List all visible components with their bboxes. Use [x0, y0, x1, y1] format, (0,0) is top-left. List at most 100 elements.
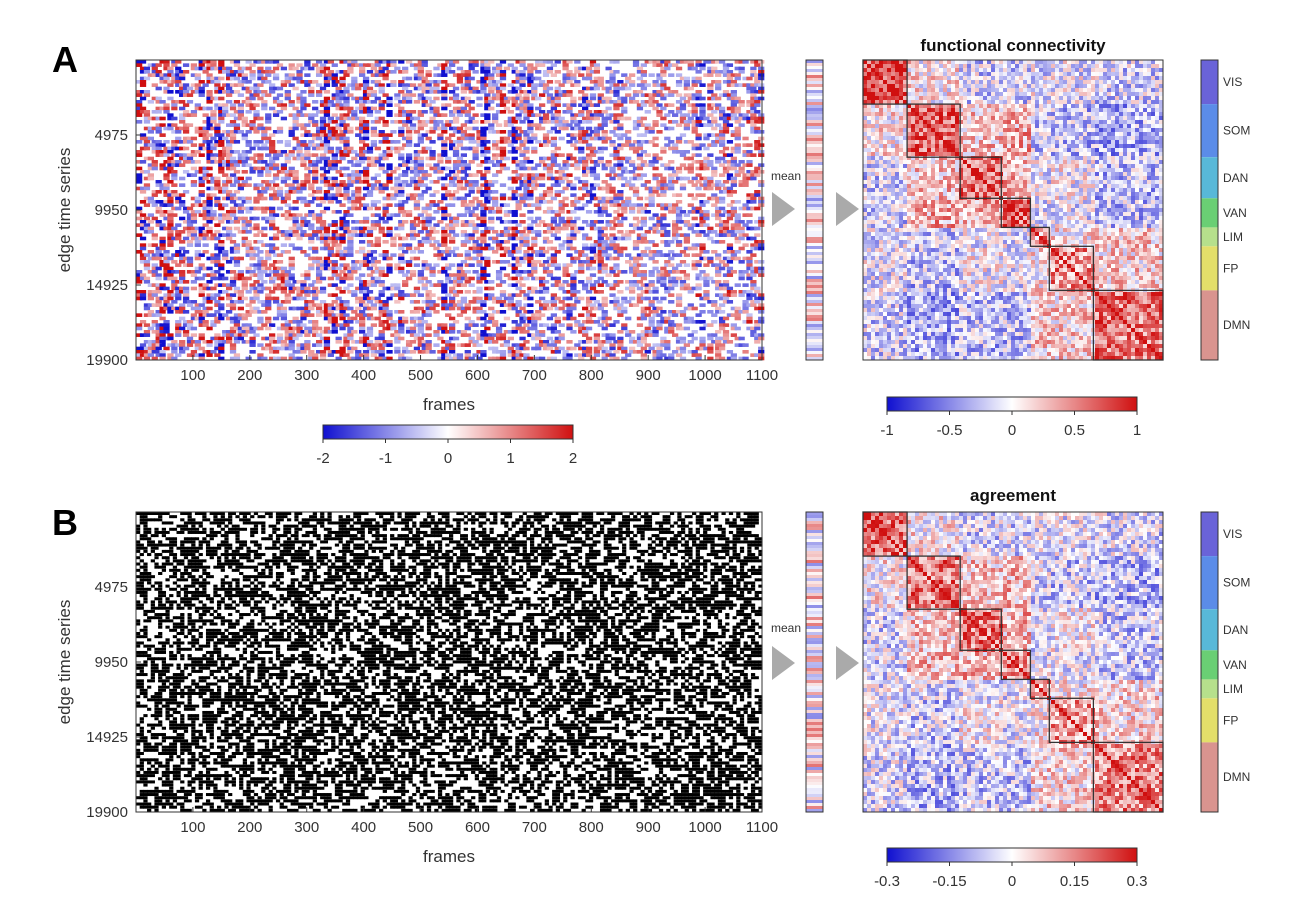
heatmap-cell — [695, 233, 702, 237]
heatmap-cell — [535, 83, 542, 87]
heatmap-cell — [570, 246, 577, 251]
heatmap-cell — [343, 263, 350, 267]
heatmap-cell — [464, 163, 471, 167]
heatmap-cell — [265, 136, 272, 141]
heatmap-cell — [488, 196, 495, 201]
heatmap-cell — [546, 193, 554, 197]
heatmap-cell — [198, 203, 205, 207]
heatmap-cell — [746, 76, 753, 81]
heatmap-cell — [585, 210, 593, 214]
heatmap-cell — [582, 66, 589, 71]
heatmap-cell — [257, 126, 264, 131]
heatmap-cell — [515, 206, 522, 211]
heatmap-cell — [245, 200, 252, 204]
heatmap-cell — [355, 126, 362, 131]
heatmap-cell — [675, 100, 683, 104]
heatmap-cell — [222, 153, 229, 157]
heatmap-cell — [546, 93, 554, 97]
heatmap-cell — [194, 243, 201, 247]
heatmap-cell — [312, 213, 319, 217]
heatmap-cell — [449, 216, 456, 221]
heatmap-cell — [308, 226, 315, 231]
heatmap-cell — [167, 160, 174, 164]
heatmap-cell — [417, 243, 424, 247]
heatmap-cell — [386, 133, 393, 137]
heatmap-cell — [746, 276, 753, 281]
heatmap-cell — [531, 150, 538, 154]
heatmap-cell — [562, 160, 569, 164]
heatmap-cell — [589, 273, 597, 277]
heatmap-cell — [636, 153, 644, 157]
heatmap-cell — [312, 63, 319, 67]
heatmap-cell — [445, 66, 452, 71]
heatmap-cell — [632, 216, 640, 221]
heatmap-cell — [687, 120, 694, 124]
heatmap-cell — [617, 160, 624, 164]
heatmap-cell — [296, 233, 303, 237]
heatmap-cell — [218, 63, 225, 67]
heatmap-cell — [668, 120, 675, 124]
heatmap-cell — [292, 180, 299, 184]
heatmap-cell — [186, 260, 194, 264]
heatmap-cell — [660, 280, 667, 284]
heatmap-cell — [370, 243, 378, 247]
heatmap-cell — [394, 226, 401, 231]
heatmap-cell — [492, 70, 499, 74]
heatmap-cell — [550, 253, 557, 257]
heatmap-cell — [398, 173, 405, 177]
heatmap-cell — [660, 276, 667, 281]
heatmap-cell — [335, 273, 342, 277]
heatmap-cell — [253, 246, 260, 251]
heatmap-cell — [398, 113, 405, 117]
heatmap-cell — [597, 110, 604, 114]
heatmap-cell — [331, 163, 338, 167]
heatmap-cell — [229, 113, 237, 117]
heatmap-cell — [272, 66, 280, 71]
heatmap-cell — [621, 233, 628, 237]
heatmap-cell — [460, 160, 467, 164]
heatmap-cell — [433, 113, 440, 117]
heatmap-cell — [186, 173, 194, 177]
heatmap-cell — [683, 123, 691, 127]
heatmap-cell — [335, 193, 342, 197]
heatmap-cell — [429, 236, 436, 241]
heatmap-cell — [319, 110, 327, 114]
heatmap-cell — [754, 126, 761, 131]
heatmap-cell — [202, 266, 209, 271]
heatmap-cell — [683, 236, 691, 241]
heatmap-cell — [159, 240, 166, 244]
heatmap-cell — [315, 263, 323, 267]
heatmap-cell — [280, 150, 288, 154]
heatmap-cell — [582, 236, 589, 241]
heatmap-cell — [214, 66, 221, 71]
heatmap-cell — [566, 60, 573, 64]
heatmap-cell — [179, 116, 186, 121]
heatmap-cell — [585, 280, 593, 284]
heatmap-cell — [269, 90, 276, 94]
heatmap-cell — [175, 70, 182, 74]
heatmap-cell — [715, 216, 722, 221]
heatmap-cell — [578, 266, 585, 271]
heatmap-cell — [171, 236, 178, 241]
heatmap-cell — [515, 60, 522, 64]
heatmap-cell — [632, 263, 640, 267]
heatmap-cell — [190, 203, 198, 207]
heatmap-cell — [429, 106, 436, 111]
heatmap-cell — [621, 206, 628, 211]
heatmap-cell — [754, 173, 761, 177]
heatmap-cell — [359, 146, 366, 151]
heatmap-cell — [362, 176, 370, 181]
heatmap-cell — [754, 220, 761, 224]
heatmap-cell — [484, 186, 491, 191]
heatmap-cell — [206, 63, 213, 67]
heatmap-cell — [515, 193, 522, 197]
heatmap-cell — [722, 170, 730, 174]
heatmap-cell — [139, 253, 147, 257]
heatmap-cell — [546, 246, 554, 251]
heatmap-cell — [445, 203, 452, 207]
heatmap-cell — [582, 243, 589, 247]
heatmap-cell — [734, 106, 741, 111]
heatmap-cell — [546, 156, 554, 161]
heatmap-cell — [214, 223, 221, 227]
heatmap-cell — [480, 150, 487, 154]
